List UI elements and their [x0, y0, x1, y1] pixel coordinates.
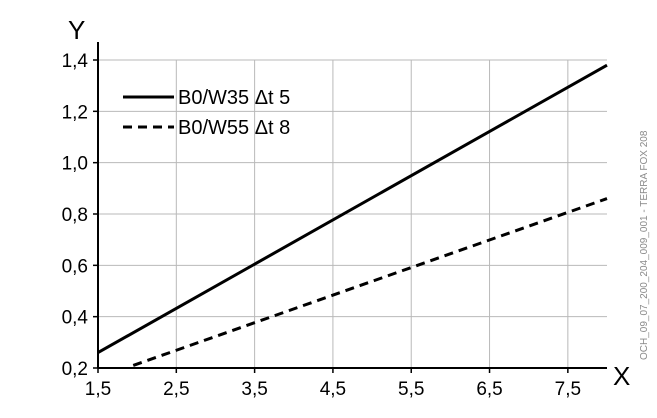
x-tick-label: 5,5 [398, 379, 424, 400]
grid [98, 59, 607, 368]
y-tick-label: 1,2 [62, 102, 88, 123]
x-tick-label: 2,5 [163, 379, 189, 400]
y-tick-label: 0,6 [62, 256, 88, 277]
side-note: OCH_09_07_200_204_009_001 - TERRA FOX 20… [639, 130, 650, 360]
legend: B0/W35 Δt 5 B0/W55 Δt 8 [123, 87, 290, 139]
x-tick-label: 4,5 [320, 379, 346, 400]
y-tick-label: 0,4 [62, 308, 89, 329]
tick-labels: 0,2 0,4 0,6 0,8 1,0 1,2 1,4 1,5 2,5 3,5 4,5 5,5 6,5 7… [62, 51, 581, 400]
y-axis-label: Y [68, 15, 85, 45]
series-line-2 [132, 197, 608, 367]
x-axis-label: X [613, 361, 630, 391]
y-tick-label: 0,2 [62, 359, 88, 380]
y-tick-label: 1,4 [62, 51, 89, 72]
legend-label-2: B0/W55 Δt 8 [178, 117, 290, 139]
series-line-1 [97, 63, 608, 354]
y-tick-label: 1,0 [62, 154, 88, 175]
y-tick-label: 0,8 [62, 205, 88, 226]
x-tick-label: 3,5 [241, 379, 267, 400]
x-tick-label: 1,5 [85, 379, 111, 400]
legend-label-1: B0/W35 Δt 5 [178, 87, 290, 109]
x-tick-label: 7,5 [555, 379, 581, 400]
x-tick-label: 6,5 [476, 379, 502, 400]
series [97, 63, 608, 367]
axes [93, 42, 607, 373]
